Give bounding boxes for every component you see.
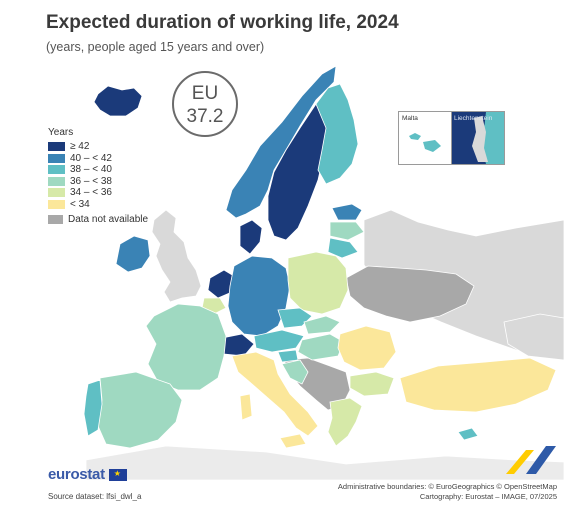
austria-region — [253, 329, 305, 353]
map-legend: Years ≥ 42 40 – < 42 38 – < 40 36 – < 38 34 … — [48, 127, 148, 226]
cyprus-region — [457, 427, 479, 441]
bulgaria-region — [349, 371, 395, 397]
legend-row: 40 – < 42 — [48, 153, 148, 165]
italy-region — [231, 351, 319, 437]
legend-row: < 34 — [48, 199, 148, 211]
legend-label: ≥ 42 — [70, 141, 90, 153]
map-title: Expected duration of working life, 2024 — [46, 12, 399, 33]
map-credits: Administrative boundaries: © EuroGeograp… — [338, 482, 557, 502]
estat-brand-mark-icon — [506, 446, 556, 474]
eu-average-badge: EU 37.2 — [172, 71, 238, 137]
legend-swatch-not-available — [48, 215, 63, 225]
liechtenstein-neighbour — [482, 112, 504, 164]
lithuania-region — [327, 237, 359, 259]
legend-swatch — [48, 176, 65, 186]
france-region — [145, 303, 227, 391]
hungary-region — [297, 333, 345, 361]
eu-badge-value: 37.2 — [186, 106, 224, 127]
legend-swatch — [48, 153, 65, 163]
romania-region — [337, 325, 397, 371]
legend-swatch — [48, 142, 65, 152]
inset-malta-map — [409, 133, 441, 152]
eurostat-logo: eurostat — [48, 466, 127, 483]
ireland-region — [115, 235, 151, 273]
switzerland-region — [221, 333, 255, 357]
inset-malta-label: Malta — [402, 115, 418, 122]
legend-label: 36 – < 38 — [70, 175, 112, 187]
latvia-region — [329, 221, 365, 241]
inset-liechtenstein: Liechtenstein — [451, 111, 505, 165]
eu-flag-icon — [108, 468, 127, 481]
eurostat-logo-text: eurostat — [48, 466, 105, 483]
legend-swatch — [48, 199, 65, 209]
malta-island-main — [423, 140, 441, 152]
legend-row: 36 – < 38 — [48, 176, 148, 188]
malta-island — [409, 133, 421, 140]
credits-boundaries: Administrative boundaries: © EuroGeograp… — [337, 482, 557, 491]
legend-label: < 34 — [70, 198, 90, 210]
north-africa-region — [85, 445, 564, 480]
norway-region — [225, 65, 337, 219]
legend-title: Years — [48, 127, 74, 138]
legend-label: 40 – < 42 — [70, 152, 112, 164]
legend-row: 38 – < 40 — [48, 164, 148, 176]
sardinia-region — [239, 393, 253, 421]
legend-label-not-available: Data not available — [68, 214, 149, 226]
source-note: Source dataset: lfsi_dwl_a — [48, 492, 142, 501]
poland-region — [287, 251, 349, 315]
greece-region — [327, 397, 363, 447]
credits-cartography: Cartography: Eurostat – IMAGE, 07/2025 — [419, 492, 557, 501]
inset-liechtenstein-label: Liechtenstein — [454, 115, 493, 122]
legend-swatch — [48, 188, 65, 198]
croatia-region — [281, 359, 309, 385]
iceland-region — [93, 85, 143, 117]
legend-not-available: Data not available — [48, 214, 148, 226]
slovenia-region — [277, 349, 299, 363]
legend-label: 34 – < 36 — [70, 187, 112, 199]
uk-landmass — [151, 209, 202, 303]
legend-swatch — [48, 165, 65, 175]
denmark-region — [239, 219, 263, 255]
inset-liechtenstein-map — [472, 112, 504, 164]
ukraine-region — [345, 265, 475, 323]
estonia-region — [331, 203, 363, 221]
legend-classes: ≥ 42 40 – < 42 38 – < 40 36 – < 38 34 – < 36… — [48, 141, 148, 210]
liechtenstein-border — [472, 116, 488, 162]
inset-malta: Malta — [398, 111, 452, 165]
germany-region — [227, 255, 291, 337]
caucasus-region — [503, 313, 564, 361]
legend-label: 38 – < 40 — [70, 164, 112, 176]
portugal-region — [83, 379, 103, 437]
sicily-region — [279, 433, 307, 449]
eu-badge-label: EU — [191, 83, 219, 104]
slovakia-region — [303, 315, 341, 335]
legend-row: ≥ 42 — [48, 141, 148, 153]
legend-row: 34 – < 36 — [48, 187, 148, 199]
finland-region — [315, 83, 359, 185]
map-subtitle: (years, people aged 15 years and over) — [46, 40, 265, 54]
turkey-region — [399, 357, 557, 413]
spain-region — [97, 371, 183, 449]
